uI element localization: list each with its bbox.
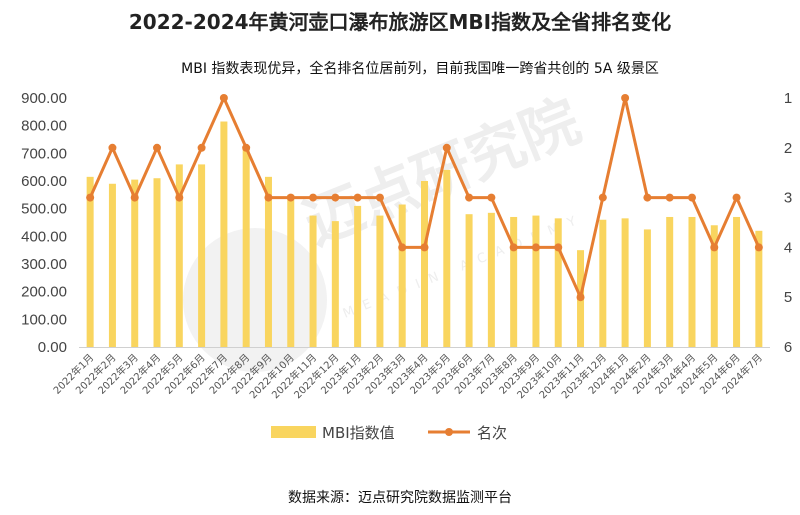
y-right-tick-label: 4	[784, 239, 792, 256]
rank-point	[130, 193, 139, 202]
chart-title: 2022-2024年黄河壶口瀑布旅游区MBI指数及全省排名变化	[128, 10, 672, 34]
bar	[131, 179, 139, 347]
y-axis-left: 0.00 100.00 200.00 300.00 400.00 500.00 600.00…	[21, 90, 67, 356]
bar	[175, 164, 183, 347]
rank-point	[531, 243, 540, 252]
bar	[421, 181, 428, 347]
bar	[688, 216, 696, 347]
y-left-tick-label: 800.00	[21, 118, 67, 135]
y-left-tick-label: 600.00	[21, 173, 67, 190]
x-axis: 2022年1月2022年2月2022年3月2022年4月2022年5月2022年…	[50, 347, 770, 401]
bar	[309, 215, 317, 347]
y-left-tick-label: 400.00	[21, 228, 67, 245]
rank-point	[665, 193, 674, 202]
rank-point	[286, 193, 295, 202]
bar	[287, 194, 295, 347]
bar	[443, 169, 451, 347]
bar	[666, 216, 674, 347]
bar	[242, 147, 250, 347]
line-series	[86, 94, 763, 302]
legend-bar-swatch	[271, 426, 316, 438]
y-left-tick-label: 700.00	[21, 145, 67, 162]
bar	[621, 218, 629, 347]
bar	[733, 216, 741, 347]
y-right-tick-label: 2	[784, 140, 792, 157]
bar	[755, 230, 763, 347]
bar	[510, 216, 518, 347]
bar	[331, 221, 339, 347]
rank-point	[754, 243, 763, 252]
bar	[465, 214, 473, 347]
legend-line-marker	[445, 428, 453, 436]
chart-subtitle: MBI 指数表现优异，全名排名位居前列，目前我国唯一跨省共创的 5A 级景区	[181, 61, 659, 77]
y-left-tick-label: 100.00	[21, 311, 67, 328]
y-left-tick-label: 200.00	[21, 284, 67, 301]
rank-point	[86, 193, 95, 202]
rank-point	[509, 243, 518, 252]
rank-point	[554, 243, 563, 252]
y-right-tick-label: 3	[784, 190, 792, 207]
rank-point	[420, 243, 429, 252]
y-right-tick-label: 1	[784, 90, 792, 107]
bar	[153, 178, 161, 347]
bar-series	[86, 121, 763, 348]
y-left-tick-label: 500.00	[21, 201, 67, 218]
rank-point	[442, 143, 451, 152]
rank-point	[732, 193, 741, 202]
rank-point	[576, 293, 585, 302]
legend-bar-label: MBI指数值	[322, 424, 395, 442]
bar	[108, 183, 116, 347]
rank-point	[309, 193, 318, 202]
rank-point	[153, 143, 162, 152]
rank-point	[197, 143, 206, 152]
y-left-tick-label: 300.00	[21, 256, 67, 273]
rank-point	[264, 193, 273, 202]
bar	[86, 176, 94, 347]
rank-point	[687, 193, 696, 202]
rank-point	[598, 193, 607, 202]
bar	[532, 215, 540, 347]
rank-point	[465, 193, 474, 202]
bar	[710, 225, 718, 347]
data-source: 数据来源：迈点研究院数据监测平台	[288, 490, 512, 506]
bar	[599, 219, 607, 347]
rank-point	[331, 193, 340, 202]
bar	[398, 204, 406, 347]
y-right-tick-label: 5	[784, 289, 792, 306]
rank-point	[375, 193, 384, 202]
y-left-tick-label: 900.00	[21, 90, 67, 107]
bar	[264, 176, 272, 347]
bar	[376, 215, 384, 347]
rank-point	[398, 243, 407, 252]
y-axis-right: 1 2 3 4 5 6	[784, 90, 792, 356]
legend: MBI指数值 名次	[271, 424, 507, 442]
bar	[643, 229, 651, 347]
bar	[354, 205, 362, 347]
bar	[220, 121, 228, 348]
rank-point	[353, 193, 362, 202]
rank-point	[108, 143, 117, 152]
rank-point	[621, 94, 630, 102]
rank-point	[242, 143, 251, 152]
rank-point	[710, 243, 719, 252]
y-right-tick-label: 6	[784, 339, 792, 356]
bar	[198, 164, 206, 347]
rank-point	[487, 193, 496, 202]
bar	[487, 212, 495, 347]
rank-point	[219, 94, 228, 102]
legend-line-label: 名次	[477, 424, 507, 442]
y-left-tick-label: 0.00	[38, 339, 67, 356]
rank-point	[175, 193, 184, 202]
rank-point	[643, 193, 652, 202]
bar	[554, 218, 562, 347]
